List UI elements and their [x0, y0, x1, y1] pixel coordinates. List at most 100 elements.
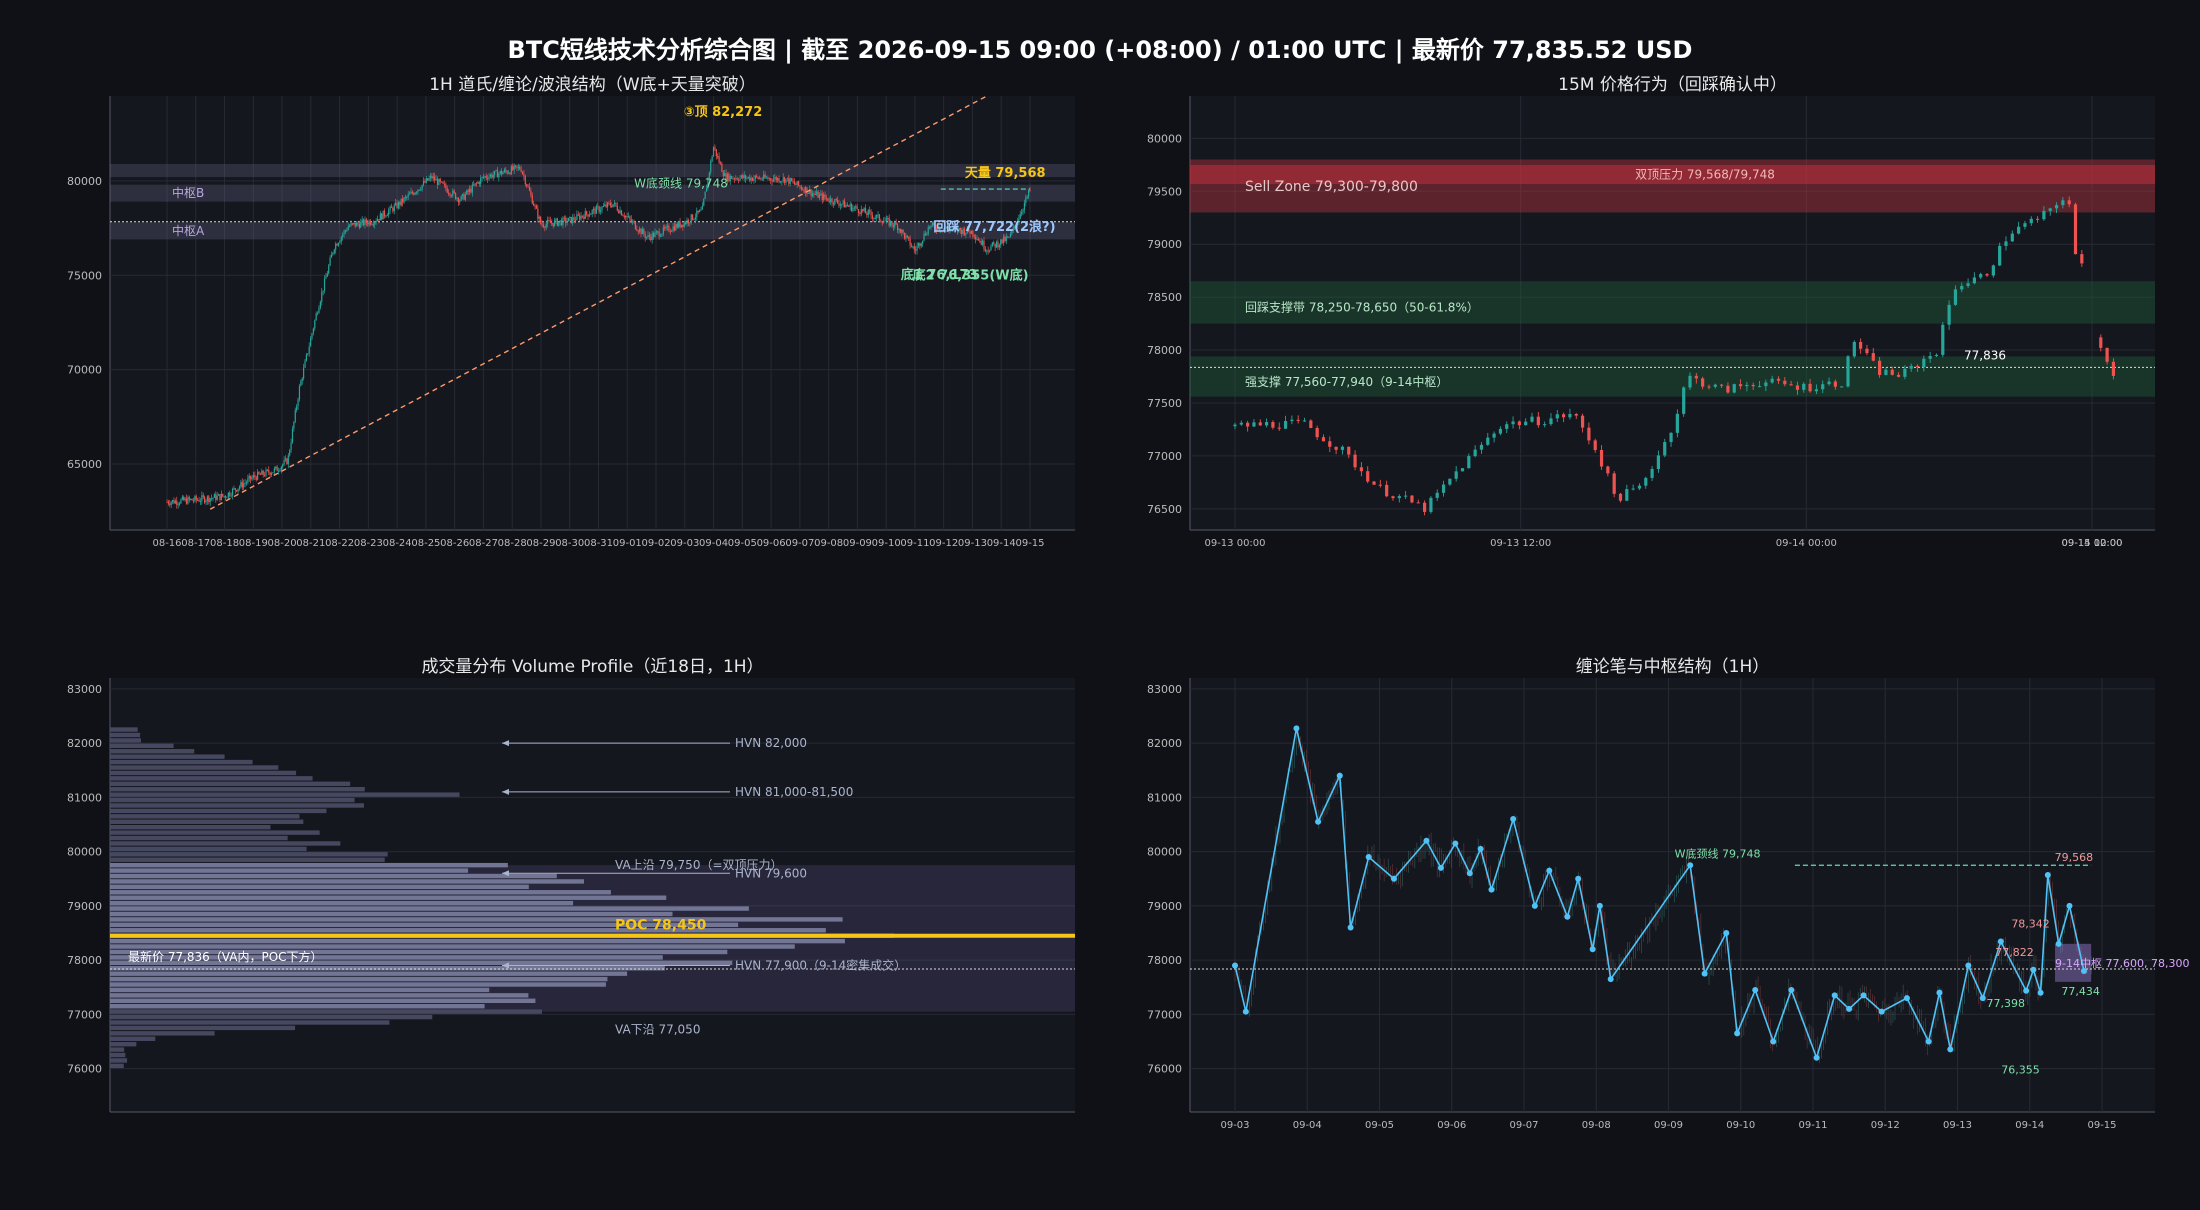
p1-candle-body [354, 222, 356, 227]
p1-candle-body [845, 204, 847, 208]
p1-candle-body [534, 205, 536, 207]
p2-candle-body [1568, 413, 1572, 418]
p1-candle-body [949, 228, 952, 231]
p1-candle-body [608, 202, 610, 204]
p4-bi-line [1234, 728, 2085, 1061]
p1-candle-body [389, 206, 391, 211]
p3-volume-bar [110, 1031, 215, 1036]
p4-bi-point [1860, 992, 1867, 999]
p1-candle-body [311, 333, 313, 339]
p1-candle-body [494, 170, 496, 175]
p2-candle-body [1979, 274, 1983, 278]
p1-x-tick-label: 08-17 [181, 538, 210, 549]
p1-candle-body [197, 499, 199, 501]
p2-candle-body [1315, 427, 1319, 438]
p1-candle-body [834, 199, 836, 205]
p1-x-tick-label: 08-28 [498, 538, 527, 549]
p1-candle-body [170, 502, 172, 505]
p1-candle-body [280, 466, 282, 471]
p1-candle-body [760, 178, 762, 180]
p1-annotation: 回踩 77,722(2浪?) [933, 219, 1055, 235]
p1-candle-body [240, 482, 242, 487]
p1-candle-body [947, 226, 949, 229]
p1-trendline [209, 95, 988, 510]
p1-x-tick-label: 09-10 [872, 538, 901, 549]
p3-volume-bar [110, 803, 364, 808]
p2-candle-body [1953, 289, 1958, 305]
p1-candle-body [374, 222, 376, 225]
p4-bi-point [1390, 875, 1397, 882]
p2-candle-body [1530, 416, 1534, 422]
p1-candle-body [595, 206, 598, 214]
p1-x-tick-label: 08-21 [296, 538, 325, 549]
p3-volume-bar [110, 835, 288, 841]
p1-candle-body [852, 207, 854, 211]
p1-candle-body [756, 175, 758, 177]
p1-candle-body [217, 494, 220, 496]
p2-candle-body [1631, 488, 1635, 490]
p1-candle-body [446, 188, 448, 193]
p1-candle-body [436, 178, 439, 185]
p1-candle-body [749, 176, 751, 181]
p1-candle-body [275, 466, 277, 469]
p1-candle-body [361, 219, 363, 222]
p1-candle-body [460, 196, 462, 201]
p1-candle-body [678, 221, 680, 228]
p1-candle-body [269, 472, 271, 475]
p1-x-tick-label: 09-05 [728, 538, 757, 549]
p1-candle-body [768, 178, 770, 180]
p1-candle-body [185, 498, 188, 504]
p2-candle-body [1562, 414, 1566, 418]
p1-candle-body [580, 215, 582, 220]
p3-volume-bar [110, 879, 584, 884]
p1-candle-body [1001, 239, 1003, 244]
p1-candle-body [187, 497, 189, 504]
p1-candle-body [814, 193, 816, 195]
p3-volume-bar [110, 868, 469, 873]
p1-candle-body [686, 219, 688, 224]
p1-candle-body [940, 230, 942, 232]
p1-candle-body [867, 210, 869, 216]
panel-3-title: 成交量分布 Volume Profile（近18日，1H） [421, 657, 764, 677]
p1-candle-body [987, 250, 989, 252]
p1-candle-body [349, 225, 351, 227]
p3-value-area [110, 865, 1075, 1012]
p2-candle-body [1296, 419, 1300, 421]
p1-candle-body [421, 184, 423, 190]
p3-volume-bar [110, 955, 663, 960]
p1-candle-body [671, 230, 673, 232]
p1-candle-body [717, 156, 719, 158]
p1-candle-body [694, 217, 696, 220]
p2-candle-body [1391, 496, 1395, 499]
p1-candle-body [418, 189, 420, 191]
p1-candle-body [471, 184, 473, 193]
p1-candle-body [378, 219, 380, 221]
p1-candle-body [857, 209, 860, 213]
p3-volume-bar [110, 824, 271, 830]
p1-candle-body [284, 458, 287, 461]
p1-candle-body [602, 206, 604, 208]
p1-candle-body [475, 183, 478, 185]
p1-candle-body [604, 204, 606, 207]
p2-candle-body [2042, 210, 2046, 220]
p1-candle-body [183, 496, 185, 501]
p1-candle-body [827, 198, 829, 201]
p1-candle-body [530, 190, 532, 195]
p1-candle-body [650, 236, 652, 240]
p1-candle-body [272, 472, 274, 474]
p1-candle-body [781, 181, 783, 183]
p1-candle-body [778, 177, 780, 183]
p2-zone-label: 回踩支撑带 78,250-78,650（50-61.8%） [1245, 300, 1479, 315]
p3-y-tick-label: 78000 [67, 954, 102, 967]
p2-candle-body [1637, 485, 1642, 489]
p4-bi-point [1232, 962, 1238, 969]
p1-candle-body [544, 226, 546, 228]
p1-candle-body [587, 214, 589, 217]
p2-candle-body [1486, 437, 1490, 445]
p1-candle-body [558, 221, 560, 226]
p4-bi-point [1423, 837, 1430, 844]
p1-candle-body [326, 273, 328, 277]
p3-arrow-head [502, 740, 509, 747]
p1-candle-body [837, 199, 839, 204]
p1-annotation: 底2 76,355(W底) [913, 268, 1029, 284]
